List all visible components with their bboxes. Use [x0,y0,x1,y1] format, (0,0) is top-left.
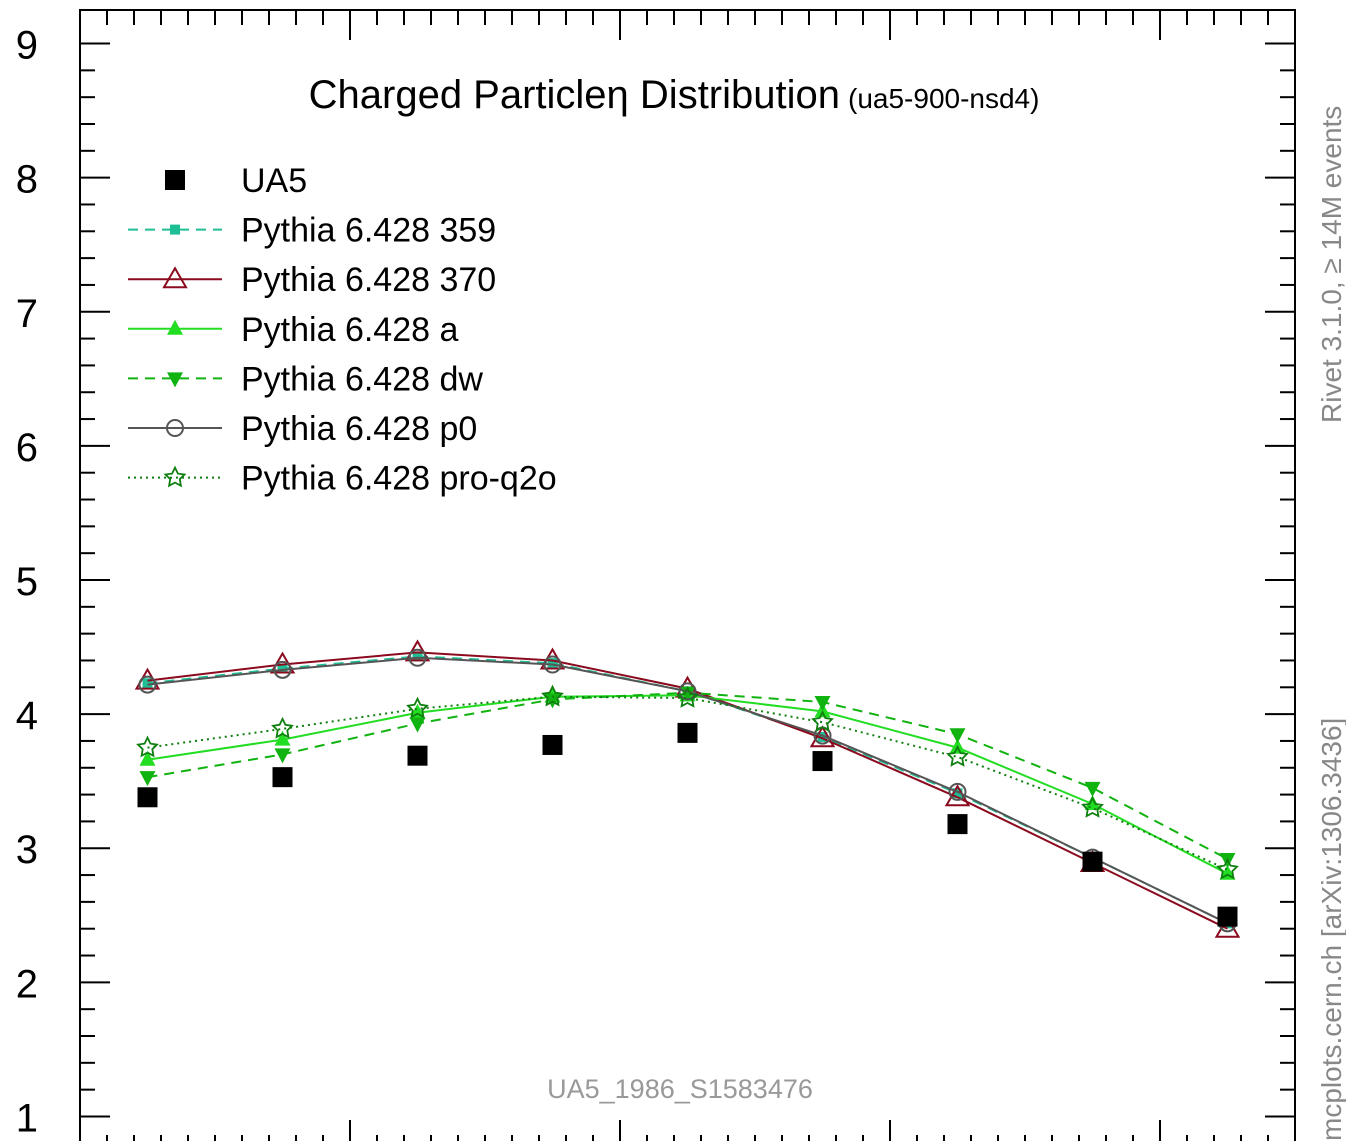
legend-marker [163,465,187,488]
y-tick-label: 8 [16,158,38,202]
data-point [811,710,834,732]
legend-marker [166,419,184,437]
data-point [678,682,697,701]
y-tick-label: 3 [16,828,38,872]
y-tick-label: 4 [16,694,38,738]
data-point [948,782,967,801]
data-point [814,696,831,712]
data-point [271,716,294,739]
legend-item: Pythia 6.428 359 [128,212,496,250]
data-point [136,735,159,758]
data-point [809,725,836,748]
x-axis [79,10,1296,1141]
y-tick-label: 9 [16,24,38,68]
legend-item: Pythia 6.428 pro-q2o [128,460,557,498]
data-point [412,651,423,662]
data-point [273,660,292,679]
data-point [676,685,699,708]
series-line [147,695,1228,871]
data-point [542,734,563,755]
y-tick-label: 5 [16,560,38,604]
data-point [138,675,157,694]
data-point [677,722,698,743]
data-point [1082,851,1103,872]
data-point [541,684,564,707]
legend-label: Pythia 6.428 359 [241,212,496,250]
data-point [1214,915,1241,938]
data-point [944,784,971,807]
data-point [277,663,288,674]
legend-marker [167,372,183,388]
y-axis: 1 2 3 4 5 6 7 8 9 [16,24,1295,1140]
data-point [952,788,963,799]
data-point [812,751,833,772]
data-point [1217,906,1238,927]
legend-label: Pythia 6.428 pro-q2o [241,460,557,498]
legend-label: Pythia 6.428 370 [241,261,496,299]
legend-label: UA5 [241,162,307,200]
data-point [1081,795,1104,818]
legend-item: Pythia 6.428 a [128,311,458,349]
chart-subtitle: (ua5-900-nsd4) [848,83,1039,114]
series-layer [134,639,1241,938]
legend-item: UA5 [165,162,307,200]
plot-frame [79,9,1296,1141]
data-point [547,658,558,669]
analysis-id-label: UA5_1986_S1583476 [547,1074,813,1104]
data-point [409,717,426,733]
data-point [949,728,966,744]
legend-marker [170,224,180,235]
legend-item: Pythia 6.428 p0 [128,410,477,448]
legend-marker [165,170,185,190]
data-point [142,678,153,689]
series-pythia-6-428-dw [139,686,1236,868]
chart-title: Charged Particleη Distribution [309,73,840,117]
data-point [406,696,429,719]
data-point [543,655,562,674]
data-point [274,730,291,746]
data-point [139,771,156,787]
legend-item: Pythia 6.428 dw [128,360,483,398]
series-line [147,656,1228,925]
series-ua5 [137,722,1238,927]
data-point [946,744,969,767]
data-point [408,648,427,667]
data-point [272,767,293,788]
y-tick-label: 2 [16,962,38,1006]
rivet-version-label: Rivet 3.1.0, ≥ 14M events [1316,105,1346,423]
data-point [407,745,428,766]
data-point [139,750,156,766]
data-point [1084,794,1101,810]
legend-item: Pythia 6.428 370 [128,261,496,299]
legend-marker [162,266,188,289]
legend-label: Pythia 6.428 a [241,311,458,349]
legend-label: Pythia 6.428 dw [241,360,483,398]
mcplots-reference-label: mcplots.cern.ch [arXiv:1306.3436] [1316,717,1346,1141]
data-point [947,814,968,835]
legend-label: Pythia 6.428 p0 [241,410,477,448]
data-point [1084,781,1101,797]
y-tick-label: 6 [16,426,38,470]
data-point [274,748,291,764]
data-point [137,787,158,808]
y-tick-label: 7 [16,292,38,336]
data-point [817,731,828,742]
y-tick-label: 1 [16,1096,38,1140]
series-pythia-6-428-pro-q2o [136,684,1239,880]
data-point [1216,857,1239,880]
legend: UA5 Pythia 6.428 359 Pythia 6.428 370 Pythi… [128,162,557,498]
legend-marker [167,319,183,335]
